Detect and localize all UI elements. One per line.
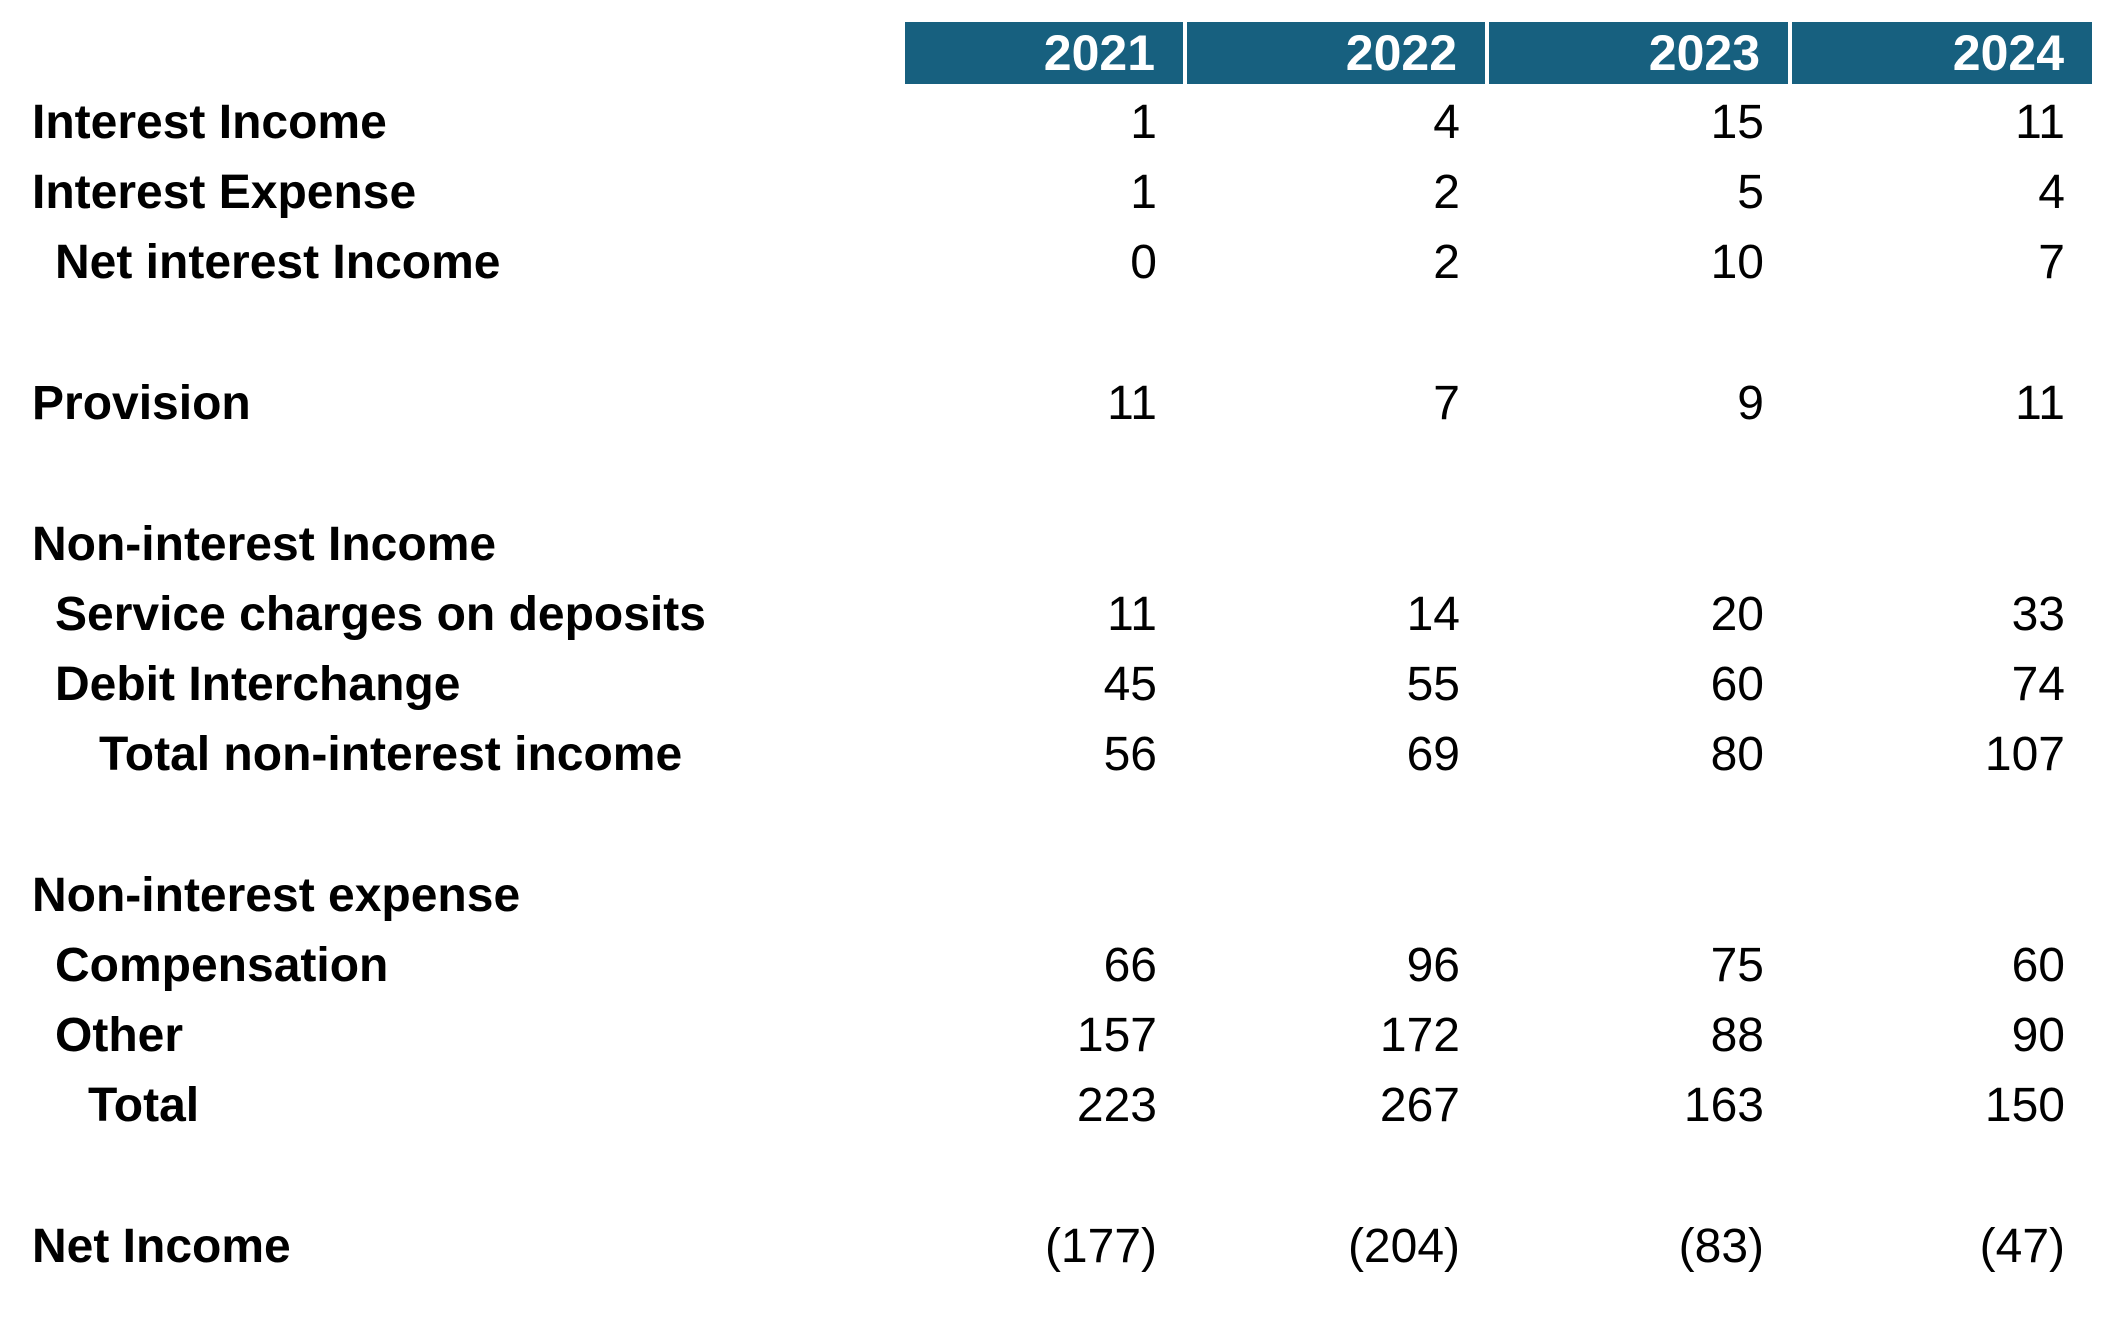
cell-other-2024: 90 xyxy=(2011,1009,2065,1062)
section-heading-non-interest-income: Non-interest Income xyxy=(32,518,497,571)
row-label-interest-expense: Interest Expense xyxy=(32,166,417,219)
cell-service-charges-2024: 33 xyxy=(2011,588,2065,641)
cell-service-charges-2021: 11 xyxy=(1107,588,1157,641)
cell-interest-expense-2023: 5 xyxy=(1737,166,1764,219)
cell-interest-income-2023: 15 xyxy=(1710,96,1764,149)
cell-total-expense-2021: 223 xyxy=(1076,1079,1157,1132)
cell-net-interest-income-2022: 2 xyxy=(1433,236,1460,289)
cell-service-charges-2022: 14 xyxy=(1406,588,1460,641)
cell-other-2022: 172 xyxy=(1379,1009,1460,1062)
row-label-compensation: Compensation xyxy=(55,939,389,992)
row-label-net-interest-income: Net interest Income xyxy=(55,236,501,289)
cell-total-expense-2023: 163 xyxy=(1683,1079,1764,1132)
cell-provision-2023: 9 xyxy=(1737,377,1764,430)
cell-net-income-2022: (204) xyxy=(1347,1220,1460,1273)
cell-debit-interchange-2021: 45 xyxy=(1103,658,1157,711)
row-label-provision: Provision xyxy=(32,377,251,430)
row-label-debit-interchange: Debit Interchange xyxy=(55,658,461,711)
cell-service-charges-2023: 20 xyxy=(1710,588,1764,641)
cell-provision-2024: 11 xyxy=(2015,377,2065,430)
cell-compensation-2024: 60 xyxy=(2011,939,2065,992)
cell-debit-interchange-2022: 55 xyxy=(1406,658,1460,711)
row-label-total-non-interest-income: Total non-interest income xyxy=(99,728,683,781)
cell-net-interest-income-2023: 10 xyxy=(1710,236,1764,289)
section-heading-non-interest-expense: Non-interest expense xyxy=(32,869,521,922)
cell-interest-expense-2022: 2 xyxy=(1433,166,1460,219)
row-label-interest-income: Interest Income xyxy=(32,96,387,149)
cell-net-interest-income-2021: 0 xyxy=(1130,236,1157,289)
cell-provision-2021: 11 xyxy=(1107,377,1157,430)
cell-net-income-2021: (177) xyxy=(1044,1220,1157,1273)
cell-interest-expense-2021: 1 xyxy=(1130,166,1157,219)
cell-net-income-2024: (47) xyxy=(1979,1220,2065,1273)
cell-net-income-2023: (83) xyxy=(1678,1220,1764,1273)
cell-total-non-interest-income-2024: 107 xyxy=(1984,728,2065,781)
cell-total-non-interest-income-2023: 80 xyxy=(1710,728,1764,781)
row-label-other: Other xyxy=(55,1009,184,1062)
row-label-net-income: Net Income xyxy=(32,1220,291,1273)
year-header-2023: 2023 xyxy=(1489,22,1788,84)
year-header-2022: 2022 xyxy=(1187,22,1485,84)
year-header-2024: 2024 xyxy=(1792,22,2092,84)
cell-other-2021: 157 xyxy=(1076,1009,1157,1062)
cell-total-non-interest-income-2021: 56 xyxy=(1103,728,1157,781)
cell-provision-2022: 7 xyxy=(1433,377,1460,430)
row-label-service-charges: Service charges on deposits xyxy=(55,588,706,641)
cell-compensation-2022: 96 xyxy=(1406,939,1460,992)
cell-debit-interchange-2024: 74 xyxy=(2011,658,2065,711)
cell-total-expense-2024: 150 xyxy=(1984,1079,2065,1132)
cell-interest-income-2024: 11 xyxy=(2015,96,2065,149)
cell-interest-income-2022: 4 xyxy=(1433,96,1460,149)
year-header-2021: 2021 xyxy=(905,22,1183,84)
cell-debit-interchange-2023: 60 xyxy=(1710,658,1764,711)
cell-total-non-interest-income-2022: 69 xyxy=(1406,728,1460,781)
cell-interest-income-2021: 1 xyxy=(1130,96,1157,149)
row-label-total-expense: Total xyxy=(88,1079,200,1132)
cell-net-interest-income-2024: 7 xyxy=(2038,236,2065,289)
cell-interest-expense-2024: 4 xyxy=(2038,166,2065,219)
cell-compensation-2021: 66 xyxy=(1103,939,1157,992)
cell-total-expense-2022: 267 xyxy=(1379,1079,1460,1132)
cell-other-2023: 88 xyxy=(1710,1009,1764,1062)
cell-compensation-2023: 75 xyxy=(1710,939,1764,992)
